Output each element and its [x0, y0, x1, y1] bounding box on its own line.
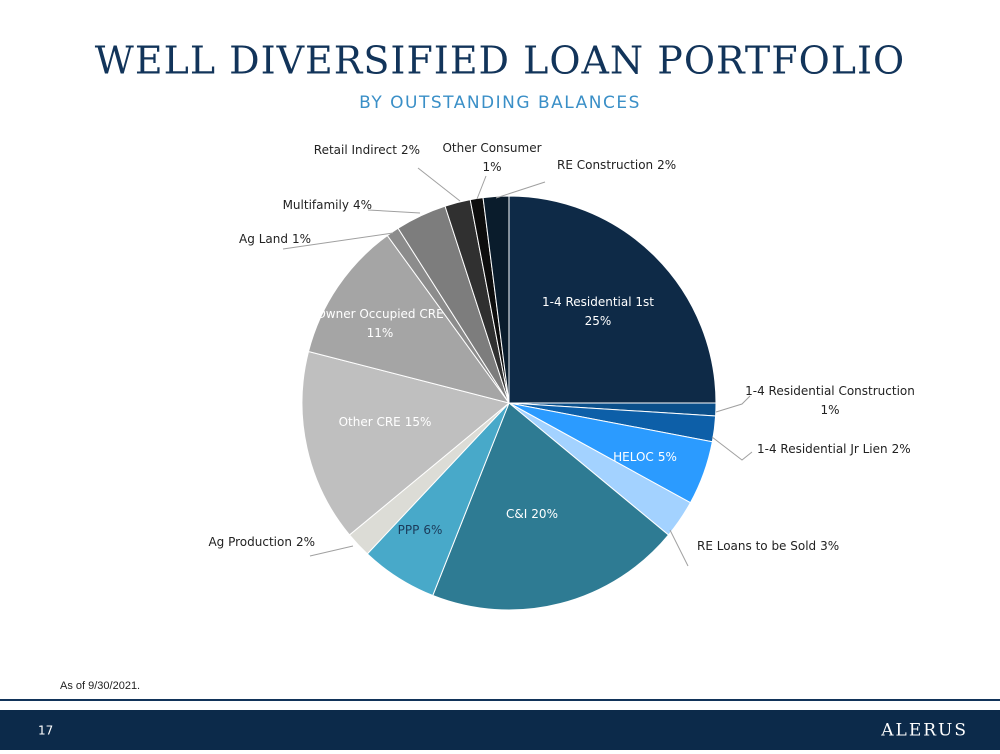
pie: 1-4 Residential 1st 25% 1-4 Residential Co… — [208, 141, 915, 611]
leader-line — [417, 167, 461, 202]
slice-label: Retail Indirect 2% — [314, 143, 420, 157]
slice-label: 1-4 Residential 1st 25% — [542, 295, 654, 328]
value-label: 11% — [367, 326, 394, 340]
value-label: 3% — [820, 539, 839, 553]
value-label: 25% — [585, 314, 612, 328]
value-label: 1% — [292, 232, 311, 246]
slice-label: 1-4 Residential Construction 1% — [745, 384, 915, 417]
value-label: 20% — [531, 507, 558, 521]
value-label: 1% — [820, 403, 839, 417]
logo: ALERUS — [880, 721, 968, 741]
pie-slice — [482, 195, 510, 404]
value-label: 2% — [657, 158, 676, 172]
leader-line — [711, 436, 753, 461]
slice-label: RE Construction 2% — [557, 158, 676, 172]
pie-slice — [307, 234, 511, 404]
slice-label: PPP 6% — [398, 523, 443, 537]
category-label: 1-4 Residential 1st — [542, 295, 654, 309]
value-label: 15% — [405, 415, 432, 429]
category-label: 1-4 Residential Jr Lien — [757, 442, 888, 456]
chart-title: WELL DIVERSIFIED LOAN PORTFOLIO — [95, 39, 905, 83]
pie-slice — [432, 402, 670, 611]
slice-label: 1-4 Residential Jr Lien 2% — [757, 442, 911, 456]
pie-slice — [508, 195, 717, 404]
category-label: Retail Indirect — [314, 143, 397, 157]
slice-label: Multifamily 4% — [283, 198, 372, 212]
category-label: HELOC — [613, 450, 654, 464]
value-label: 6% — [423, 523, 442, 537]
slice-label: Ag Land 1% — [239, 232, 311, 246]
slice-label: Other Consumer 1% — [442, 141, 541, 174]
leader-line — [669, 529, 689, 567]
pie-slice — [301, 350, 511, 536]
value-label: 5% — [658, 450, 677, 464]
slice-label: RE Loans to be Sold 3% — [697, 539, 839, 553]
value-label: 2% — [892, 442, 911, 456]
category-label: Owner Occupied CRE — [316, 307, 443, 321]
category-label: Ag Land — [239, 232, 288, 246]
leader-line — [495, 181, 546, 199]
footnote: As of 9/30/2021. — [60, 680, 140, 692]
slice-label: Owner Occupied CRE 11% — [316, 307, 443, 340]
leader-line — [476, 175, 487, 200]
category-label: Other Consumer — [442, 141, 541, 155]
slice-label: Other CRE 15% — [339, 415, 432, 429]
value-label: 2% — [296, 535, 315, 549]
category-label: 1-4 Residential Construction — [745, 384, 915, 398]
value-label: 1% — [482, 160, 501, 174]
value-label: 2% — [401, 143, 420, 157]
category-label: PPP — [398, 523, 420, 537]
category-label: RE Construction — [557, 158, 653, 172]
leader-line — [309, 545, 354, 557]
leader-line — [367, 209, 421, 214]
page-number: 17 — [38, 724, 53, 738]
slice-label: C&I 20% — [506, 507, 558, 521]
category-label: C&I — [506, 507, 527, 521]
slice-label: Ag Production 2% — [208, 535, 315, 549]
leader-line — [715, 395, 751, 413]
category-label: Multifamily — [283, 198, 349, 212]
value-label: 4% — [353, 198, 372, 212]
category-label: Ag Production — [208, 535, 291, 549]
footer-bar — [0, 710, 1000, 750]
category-label: Other CRE — [339, 415, 401, 429]
slice-label: HELOC 5% — [613, 450, 677, 464]
leader-line — [282, 232, 394, 250]
category-label: RE Loans to be Sold — [697, 539, 816, 553]
chart-subtitle: BY OUTSTANDING BALANCES — [359, 93, 641, 113]
